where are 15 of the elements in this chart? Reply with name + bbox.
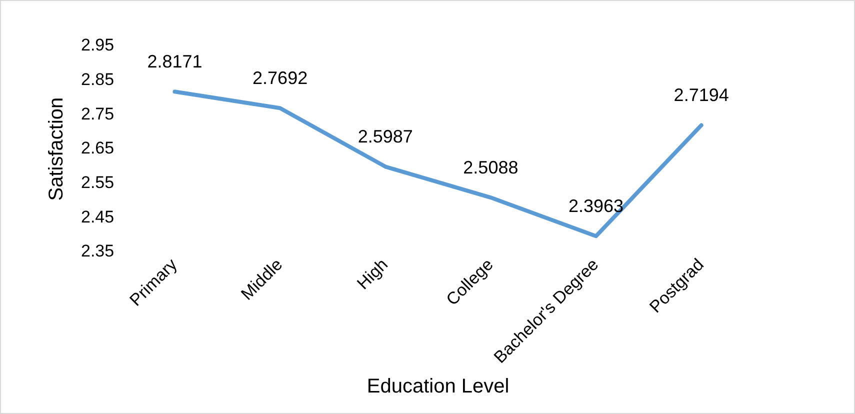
y-tick-label: 2.85 [80,70,114,90]
data-label: 2.8171 [147,52,202,72]
data-label: 2.5987 [358,126,413,147]
data-label: 2.7194 [674,85,729,106]
y-tick-label: 2.45 [80,207,114,226]
data-label: 2.5088 [463,157,518,178]
data-label: 2.7692 [252,68,308,88]
y-tick-label: 2.75 [80,104,114,124]
y-axis-title: Satisfaction [46,97,68,201]
y-tick-label: 2.65 [80,138,114,158]
y-tick-label: 2.35 [80,242,114,261]
x-axis-title: Education Level [366,376,510,398]
data-label: 2.3963 [568,196,624,216]
y-tick-label: 2.95 [80,36,114,55]
y-tick-label: 2.55 [80,173,114,192]
